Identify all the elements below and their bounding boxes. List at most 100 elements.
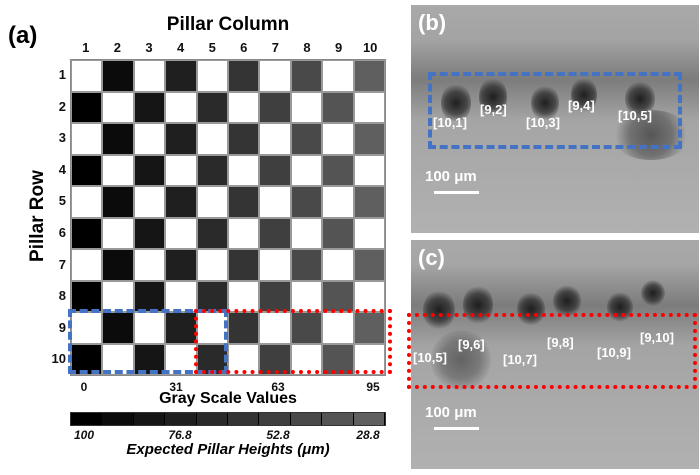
grid-cell xyxy=(165,217,197,249)
column-label: 1 xyxy=(82,40,90,55)
red-highlight-box xyxy=(194,309,392,374)
grid-cell xyxy=(71,249,103,281)
grid-cell xyxy=(196,249,228,281)
column-label: 6 xyxy=(240,40,248,55)
grid-cell xyxy=(290,186,323,218)
grid-cell xyxy=(353,343,385,375)
row-label: 1 xyxy=(58,67,66,82)
micrograph-c xyxy=(411,240,699,469)
grid-cell xyxy=(353,154,385,186)
grid-cell xyxy=(353,249,385,281)
grid-cell xyxy=(259,249,291,281)
grid-cell xyxy=(290,154,323,186)
grid-cell xyxy=(133,186,166,218)
grid-cell xyxy=(290,217,323,249)
column-label: 4 xyxy=(176,40,185,55)
grid-cell xyxy=(259,280,291,312)
red-highlight-box-c xyxy=(407,313,697,389)
column-axis-title: Pillar Column xyxy=(166,14,290,35)
pillar-label: [9,6] xyxy=(458,337,485,352)
gray-scale-title: Gray Scale Values xyxy=(159,390,297,407)
grid-cell xyxy=(196,217,228,249)
grid-cell xyxy=(322,123,354,155)
grid-cell xyxy=(71,123,103,155)
height-tick: 28.8 xyxy=(356,428,380,442)
grid-cell xyxy=(322,217,354,249)
grid-cell xyxy=(165,154,197,186)
row-label: 7 xyxy=(58,256,66,272)
grid-cell xyxy=(259,217,291,249)
grid-cell xyxy=(290,91,323,123)
grid-cell xyxy=(102,60,134,92)
grid-cell xyxy=(133,60,166,92)
grid-cell xyxy=(196,343,228,375)
grid-cell xyxy=(133,154,166,186)
grid-cell xyxy=(196,186,228,218)
column-label: 3 xyxy=(145,40,153,55)
grid-cell xyxy=(259,60,291,92)
grid-cell xyxy=(227,60,260,92)
micrograph-b xyxy=(411,5,699,233)
pillar-label: [10,5] xyxy=(413,350,447,365)
grid-cell xyxy=(227,217,260,249)
height-tick: 100 xyxy=(73,428,95,442)
grid-cell xyxy=(165,60,197,92)
grid-cell xyxy=(71,280,103,312)
grid-cell xyxy=(227,91,260,123)
pillar-label: [9,2] xyxy=(480,102,507,117)
colorbar-swatch xyxy=(353,413,386,425)
grid-cell xyxy=(322,249,354,281)
grid-cell xyxy=(102,154,134,186)
pillar-label: [9,4] xyxy=(568,98,595,113)
column-label: 9 xyxy=(334,40,343,55)
grid-cell xyxy=(227,154,260,186)
scale-label-c: 100 μm xyxy=(425,404,477,421)
grid-cell xyxy=(102,217,134,249)
grid-cell xyxy=(290,280,323,312)
grid-cell xyxy=(353,123,385,155)
row-label: 2 xyxy=(58,98,66,114)
grid-cell xyxy=(259,123,291,155)
grid-cell xyxy=(133,91,166,123)
grid-cell xyxy=(259,343,291,375)
grid-cell xyxy=(102,249,134,281)
height-tick: 76.8 xyxy=(168,428,192,442)
grid-cell xyxy=(322,186,354,218)
column-label: 10 xyxy=(362,40,378,55)
scale-bar-c xyxy=(434,427,479,430)
grid-cell xyxy=(102,186,134,218)
panel-c-letter: (c) xyxy=(418,245,445,270)
grid-cell xyxy=(290,343,323,375)
grid-cell xyxy=(71,91,103,123)
grid-cell xyxy=(165,249,197,281)
grid-cell xyxy=(71,217,103,249)
grid-cell xyxy=(102,343,134,375)
grid-cell xyxy=(322,91,354,123)
grid-cell xyxy=(196,123,228,155)
grid-cell xyxy=(259,91,291,123)
pillar-label: [10,3] xyxy=(526,115,560,130)
panel-a-letter: (a) xyxy=(8,22,38,49)
colorbar-swatch xyxy=(196,413,229,425)
grid-cell xyxy=(165,343,197,375)
grid-cell xyxy=(196,280,228,312)
grid-cell xyxy=(71,154,103,186)
height-title: Expected Pillar Heights (μm) xyxy=(126,441,330,458)
colorbar-swatch xyxy=(71,413,103,425)
row-label: 3 xyxy=(58,130,66,146)
grid-cell xyxy=(353,91,385,123)
column-label: 7 xyxy=(271,40,279,55)
gray-tick: 95 xyxy=(366,380,380,394)
grid-cell xyxy=(227,123,260,155)
grid-cell xyxy=(259,186,291,218)
row-axis-title: Pillar Row xyxy=(27,170,48,262)
grid-cell xyxy=(165,280,197,312)
grid-cell xyxy=(196,154,228,186)
row-label: 9 xyxy=(58,319,66,335)
height-tick: 52.8 xyxy=(266,428,290,442)
column-label: 5 xyxy=(208,40,216,55)
pillar-label: [10,7] xyxy=(503,352,537,367)
column-label: 8 xyxy=(303,40,311,55)
grid-cell xyxy=(290,249,323,281)
